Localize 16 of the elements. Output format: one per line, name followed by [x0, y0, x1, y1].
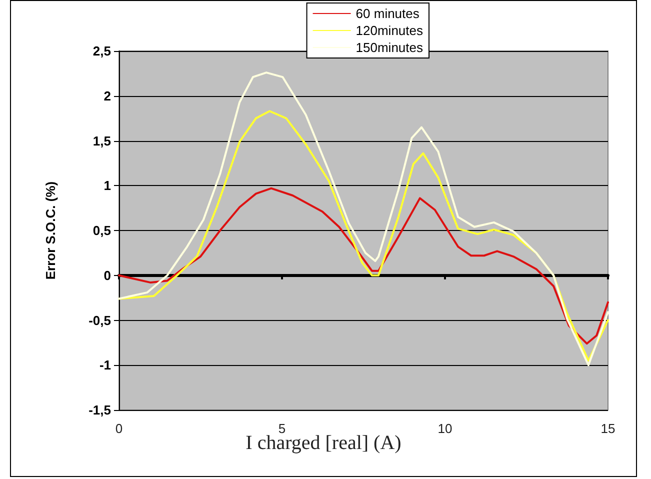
legend-label: 120minutes [356, 23, 424, 38]
legend-label: 60 minutes [356, 6, 420, 21]
legend-label: 150minutes [356, 40, 424, 55]
x-tick-label: 15 [600, 421, 616, 436]
y-axis-title: Error S.O.C. (%) [43, 181, 58, 280]
y-tick-label: 2 [104, 88, 111, 104]
y-tick-label: 1,5 [92, 133, 111, 148]
y-tick-label: -1,5 [88, 402, 111, 418]
y-tick-label: -0,5 [88, 312, 111, 328]
y-tick-label: 1 [104, 178, 111, 194]
y-tick-label: 0,5 [92, 223, 111, 238]
x-tick-label: 0 [115, 421, 123, 436]
y-tick-label: 2,5 [92, 44, 111, 58]
x-tick-label: 10 [438, 421, 452, 436]
y-tick-label: 0 [104, 268, 111, 283]
y-tick-label: -1 [99, 358, 111, 373]
